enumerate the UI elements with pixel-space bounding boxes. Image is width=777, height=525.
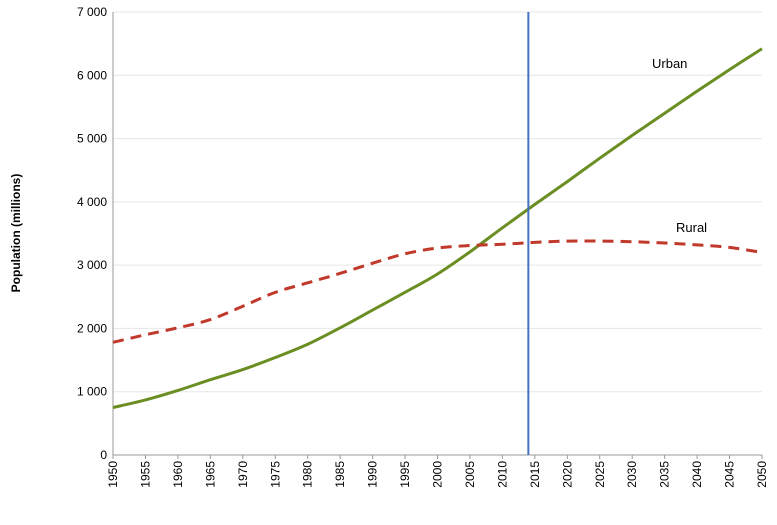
- series-line-urban: [112, 47, 763, 409]
- x-tick-label: 2000: [431, 461, 445, 488]
- y-tick-label: 6 000: [77, 68, 107, 82]
- grid-layer: [113, 11, 762, 393]
- axes-layer: [112, 12, 762, 456]
- x-tick-label: 2040: [690, 461, 704, 488]
- series-layer: [112, 47, 763, 409]
- series-label-urban: Urban: [652, 56, 687, 71]
- series-line-rural: [112, 239, 763, 344]
- x-tick-labels: 1950 1955 1960 1965 1970 1975 1980 1985 1990 1995…: [106, 455, 769, 488]
- x-tick-label: 2035: [658, 461, 672, 488]
- x-tick-label: 2020: [560, 461, 574, 488]
- x-tick-label: 1975: [268, 461, 282, 488]
- y-tick-label: 0: [100, 448, 107, 462]
- x-tick-label: 1985: [333, 461, 347, 488]
- x-tick-label: 1990: [366, 461, 380, 488]
- x-tick-label: 1950: [106, 461, 120, 488]
- y-axis-title: Population (millions): [9, 174, 23, 293]
- series-label-rural: Rural: [676, 220, 707, 235]
- x-tick-label: 2005: [463, 461, 477, 488]
- x-tick-label: 2030: [625, 461, 639, 488]
- x-tick-label: 2045: [723, 461, 737, 488]
- x-tick-label: 1955: [138, 461, 152, 488]
- y-tick-label: 7 000: [77, 5, 107, 19]
- y-tick-label: 5 000: [77, 132, 107, 146]
- y-tick-label: 4 000: [77, 195, 107, 209]
- y-tick-label: 2 000: [77, 321, 107, 335]
- x-tick-label: 2025: [593, 461, 607, 488]
- x-tick-label: 1970: [236, 461, 250, 488]
- y-tick-label: 1 000: [77, 385, 107, 399]
- x-tick-label: 2015: [528, 461, 542, 488]
- x-tick-label: 2010: [495, 461, 509, 488]
- y-tick-label: 3 000: [77, 258, 107, 272]
- x-tick-label: 1960: [171, 461, 185, 488]
- y-tick-labels: 0 1 000 2 000 3 000 4 000 5 000 6 000 7 000: [77, 5, 107, 462]
- x-tick-label: 1980: [301, 461, 315, 488]
- x-tick-label: 2050: [755, 461, 769, 488]
- x-tick-label: 1965: [203, 461, 217, 488]
- x-tick-label: 1995: [398, 461, 412, 488]
